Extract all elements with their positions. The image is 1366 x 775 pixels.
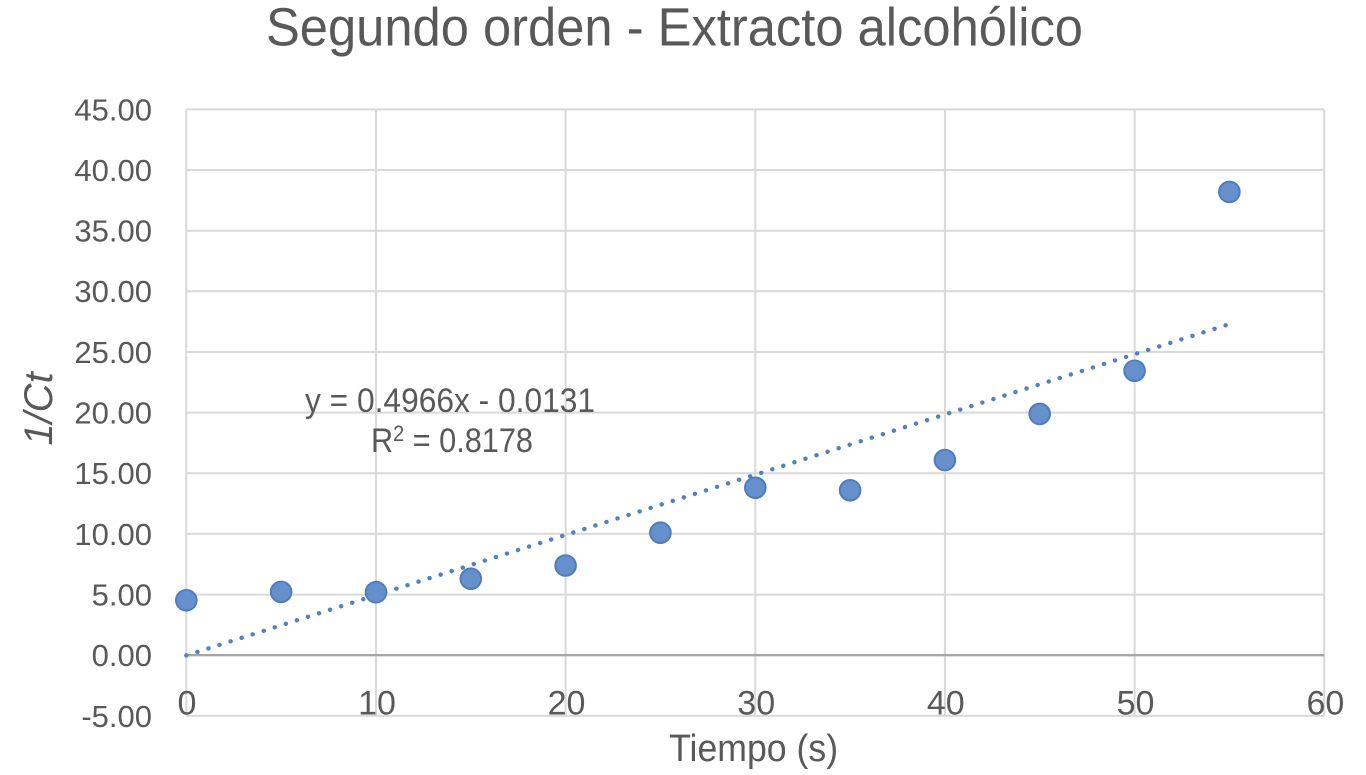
svg-text:60: 60 [1306,685,1344,723]
svg-text:35.00: 35.00 [74,214,152,249]
svg-text:y = 0.4966x - 0.0131: y = 0.4966x - 0.0131 [305,382,595,420]
svg-text:40.00: 40.00 [74,153,152,188]
svg-text:10: 10 [358,685,396,723]
svg-text:1/Ct: 1/Ct [17,370,61,445]
svg-text:-5.00: -5.00 [81,699,152,734]
svg-text:20.00: 20.00 [74,396,152,431]
svg-text:40: 40 [927,685,965,723]
svg-text:0.00: 0.00 [92,638,152,673]
svg-text:30.00: 30.00 [74,274,152,309]
svg-text:Segundo orden - Extracto alcoh: Segundo orden - Extracto alcohólico [266,0,1083,58]
svg-text:Tiempo (s): Tiempo (s) [669,728,838,770]
svg-text:25.00: 25.00 [74,335,152,370]
svg-text:50: 50 [1117,685,1155,723]
svg-text:5.00: 5.00 [92,578,152,613]
svg-text:0: 0 [178,685,197,723]
svg-text:30: 30 [737,685,775,723]
svg-text:20: 20 [548,685,586,723]
svg-text:10.00: 10.00 [74,517,152,552]
svg-text:45.00: 45.00 [74,92,152,127]
svg-text:15.00: 15.00 [74,456,152,491]
